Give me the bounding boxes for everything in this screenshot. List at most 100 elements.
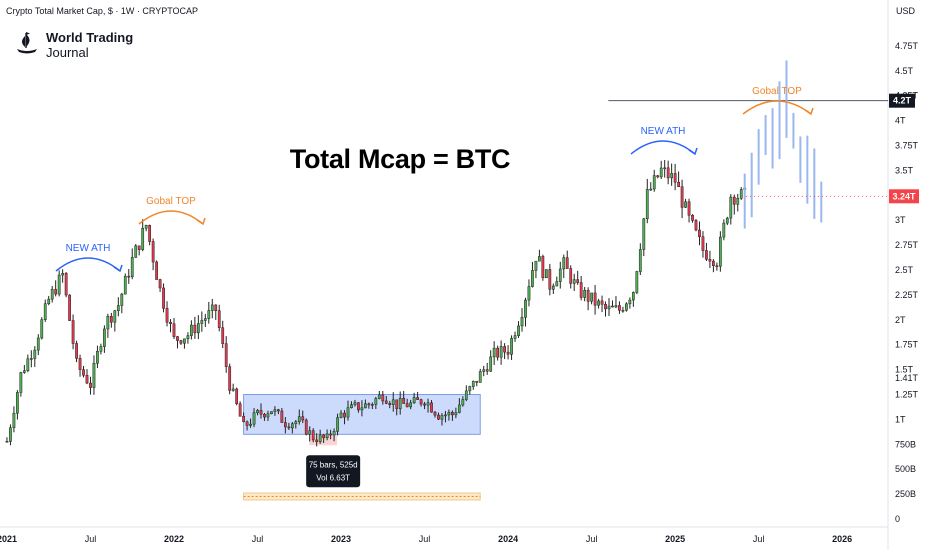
candle-body — [252, 412, 256, 425]
candle-body — [353, 402, 357, 405]
candle-body — [739, 189, 743, 199]
candle-body — [416, 397, 419, 400]
candle-body — [318, 434, 322, 443]
candle-body — [614, 305, 618, 308]
candle-body — [322, 434, 326, 439]
candle-body — [419, 399, 423, 405]
candle-body — [106, 316, 110, 330]
candle-body — [457, 404, 461, 413]
candle-body — [708, 259, 712, 262]
y-tick-label-2T: 2T — [895, 315, 906, 325]
candle-body — [12, 412, 16, 428]
candle-body — [183, 338, 186, 344]
candle-body — [280, 410, 284, 423]
x-tick-label-7: Jul — [586, 534, 598, 544]
candle-body — [576, 279, 580, 283]
candle-body — [315, 439, 319, 443]
candle-body — [510, 338, 513, 355]
candle-body — [656, 175, 660, 178]
y-tick-label-4_5T: 4.5T — [895, 66, 914, 76]
y-tick-label-1_25T: 1.25T — [895, 390, 919, 400]
candle-body — [388, 403, 392, 405]
candle-body — [513, 335, 517, 339]
candle-body — [360, 407, 364, 411]
candle-body — [158, 279, 162, 289]
candle-body — [109, 316, 113, 323]
candle-body — [92, 363, 96, 388]
candle-body — [256, 410, 259, 413]
candle-body — [475, 380, 479, 383]
candle-body — [294, 421, 298, 425]
candle-body — [36, 337, 40, 351]
candle-body — [273, 409, 277, 412]
candle-body — [19, 372, 23, 393]
candle-body — [471, 380, 475, 387]
measure-tooltip-line2: Vol 6.63T — [316, 473, 350, 482]
candle-body — [193, 324, 197, 334]
new-ath-1-label: NEW ATH — [66, 243, 111, 254]
candle-body — [22, 370, 26, 373]
currency-label: USD — [896, 6, 916, 16]
new-ath-2-label: NEW ATH — [641, 126, 686, 137]
candle-body — [572, 279, 576, 284]
candle-body — [245, 421, 249, 426]
candle-body — [718, 236, 722, 267]
candle-body — [238, 403, 242, 417]
measure-tooltip-box — [306, 455, 361, 488]
candle-body — [141, 227, 145, 250]
candle-body — [642, 218, 646, 250]
candle-body — [638, 249, 642, 272]
candle-body — [217, 310, 221, 328]
candle-body — [423, 403, 426, 406]
candle-body — [64, 273, 68, 296]
y-extra-tick-label: 1.41T — [895, 373, 919, 383]
candle-body — [635, 271, 639, 293]
candle-body — [332, 431, 336, 436]
candle-body — [71, 320, 75, 344]
candle-body — [151, 241, 155, 263]
symbol-header[interactable]: Crypto Total Market Cap, $ · 1W · CRYPTO… — [6, 6, 199, 16]
candle-body — [524, 299, 527, 318]
candle-body — [304, 419, 308, 435]
global-top-1-arc — [138, 210, 204, 225]
candle-body — [190, 324, 193, 336]
candle-body — [162, 287, 165, 309]
measure-tooltip-line1: 75 bars, 525d — [309, 460, 358, 469]
x-tick-label-1: Jul — [85, 534, 97, 544]
candle-body — [586, 290, 590, 302]
candle-body — [506, 351, 510, 355]
candle-body — [402, 397, 406, 404]
candle-body — [231, 388, 235, 391]
candle-body — [381, 394, 385, 402]
candle-body — [374, 398, 378, 405]
brand-name-line1: World Trading — [46, 30, 134, 45]
candle-body — [329, 433, 332, 436]
candle-body — [370, 404, 374, 406]
candle-body — [625, 303, 628, 311]
candle-body — [541, 256, 545, 279]
candle-body — [384, 400, 388, 404]
candle-body — [148, 225, 152, 242]
y-tick-label-4_75T: 4.75T — [895, 41, 919, 51]
candle-body — [680, 186, 684, 208]
candle-body — [531, 270, 534, 287]
candle-body — [729, 196, 733, 219]
candle-body — [169, 321, 172, 325]
candle-body — [26, 358, 30, 371]
candle-body — [579, 282, 583, 298]
candle-body — [499, 346, 503, 358]
y-tick-label-250B: 250B — [895, 489, 916, 499]
x-tick-label-0: 2021 — [0, 534, 17, 544]
candle-body — [736, 198, 740, 205]
candle-body — [123, 275, 127, 295]
candle-body — [551, 285, 555, 290]
candle-body — [544, 269, 548, 279]
candle-body — [395, 399, 399, 409]
brand-logo: World Trading Journal — [14, 30, 133, 60]
y-tick-label-3_75T: 3.75T — [895, 141, 919, 151]
candle-body — [631, 292, 635, 301]
candle-body — [621, 309, 625, 312]
candle-body — [266, 413, 270, 418]
